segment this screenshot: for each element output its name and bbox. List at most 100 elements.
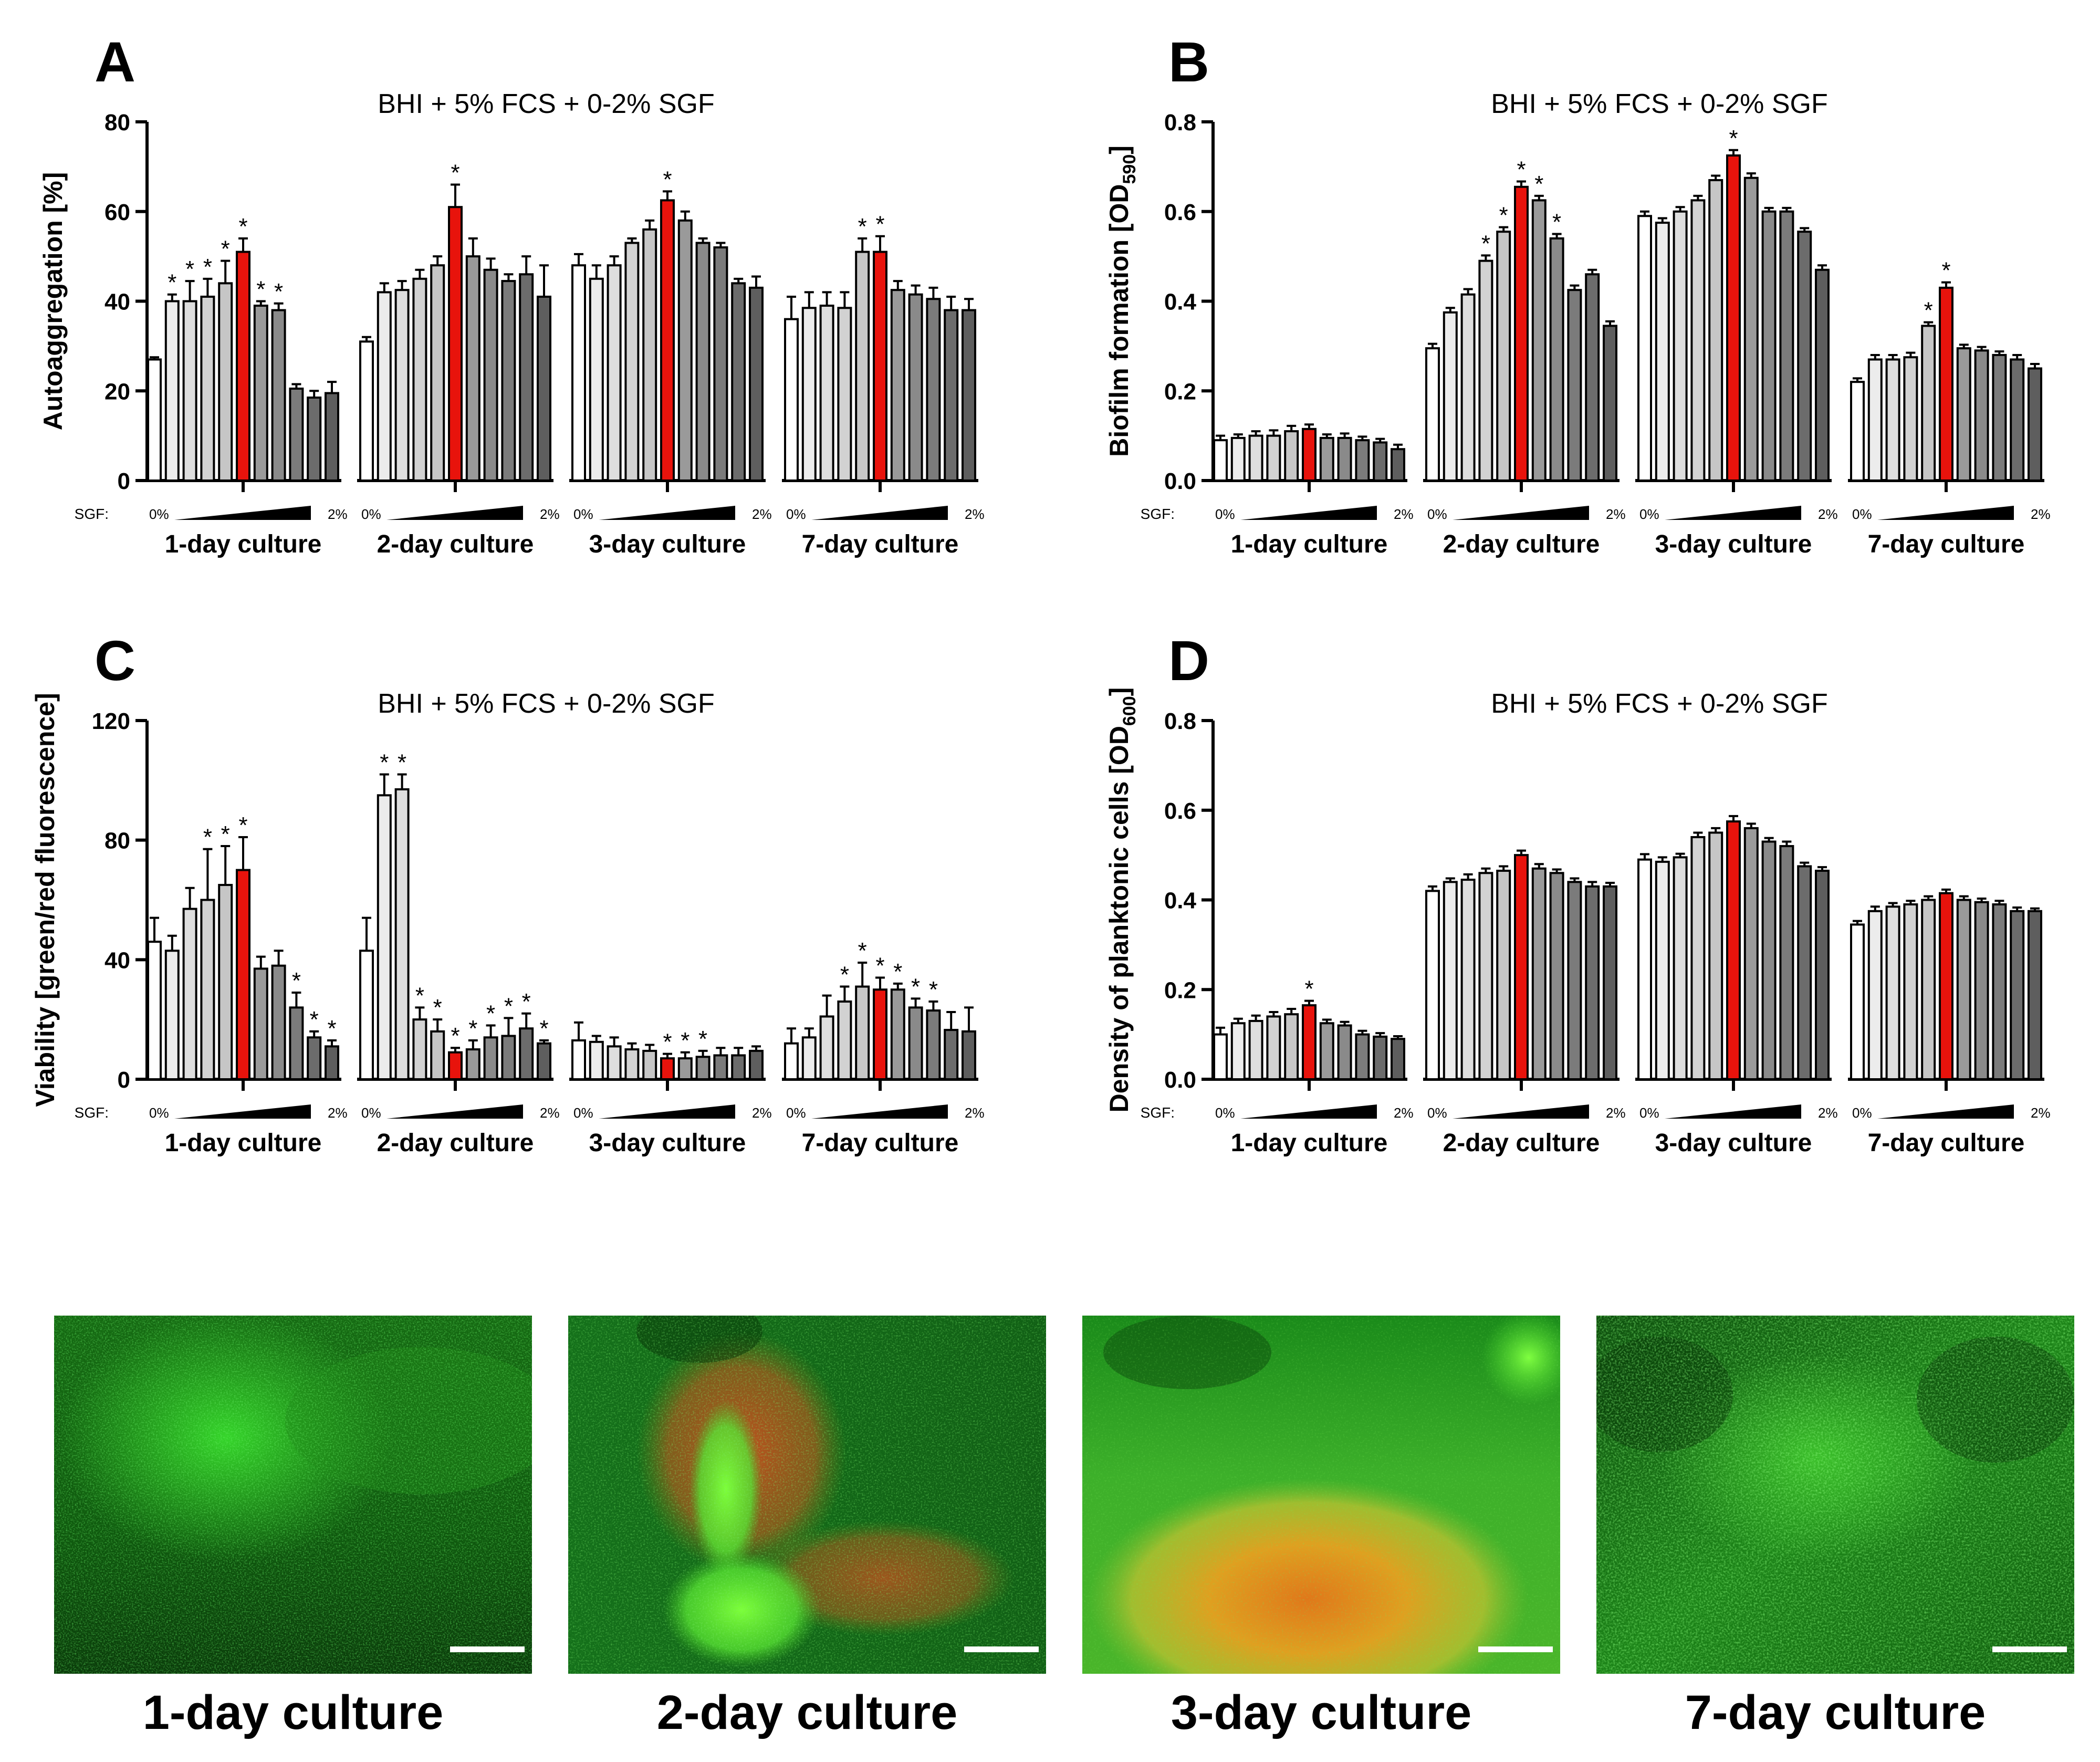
bar-C [271, 964, 286, 1081]
sgf-high-D: 2% [1606, 1105, 1626, 1121]
bar-D [1443, 881, 1458, 1080]
bar-B [1743, 176, 1759, 482]
bar-B [1302, 428, 1317, 482]
micrograph-caption-3-day: 3-day culture [1171, 1686, 1472, 1739]
bar-C [642, 1049, 657, 1081]
bar-D [1425, 890, 1440, 1081]
bar-B [1266, 434, 1281, 482]
bar-B [1496, 231, 1511, 482]
bar-C [448, 1051, 463, 1081]
significance-star-A: * [238, 214, 247, 239]
significance-star-A: * [256, 277, 265, 303]
bar-B [1974, 349, 1989, 482]
bar-C [944, 1029, 959, 1081]
bar-A [944, 309, 959, 482]
sgf-gradient-A [174, 506, 311, 520]
significance-star-C: * [327, 1016, 336, 1041]
bar-D [1637, 858, 1652, 1080]
bar-B [1478, 259, 1493, 482]
bar-B [1373, 441, 1388, 482]
sgf-label-D: SGF: [1141, 1104, 1175, 1121]
sgf-high-C: 2% [328, 1105, 348, 1121]
sgf-low-B: 0% [1215, 506, 1235, 522]
sgf-label-C: SGF: [75, 1104, 109, 1121]
significance-star-A: * [451, 160, 459, 186]
bar-B [1921, 325, 1936, 482]
bar-A [589, 277, 604, 482]
significance-star-C: * [468, 1016, 477, 1041]
bar-A [642, 228, 657, 482]
group-label-D: 7-day culture [1868, 1129, 2025, 1157]
bar-B [1603, 325, 1617, 482]
y-tick-label-C: 80 [105, 828, 130, 854]
panel-label-B: B [1168, 30, 1209, 93]
bar-B [1460, 293, 1476, 482]
bar-B [1850, 381, 1865, 482]
sgf-low-C: 0% [149, 1105, 169, 1121]
significance-star-B: * [1534, 171, 1543, 197]
bar-C [182, 908, 197, 1080]
bar-B [1355, 439, 1370, 482]
bar-C [713, 1054, 728, 1081]
bar-A [908, 293, 923, 482]
bar-B [1549, 237, 1564, 482]
significance-star-A: * [185, 256, 194, 282]
bar-D [1867, 910, 1883, 1080]
significance-star-D: * [1304, 976, 1313, 1002]
bar-A [182, 300, 197, 482]
bar-C [784, 1042, 799, 1080]
sgf-low-C: 0% [786, 1105, 806, 1121]
sgf-gradient-B [1240, 506, 1377, 520]
bar-C [289, 1006, 304, 1081]
group-label-C: 7-day culture [802, 1129, 959, 1157]
bar-A [571, 264, 586, 482]
scale-bar [964, 1646, 1039, 1652]
bar-B [1673, 210, 1688, 482]
bar-D [1726, 820, 1741, 1080]
significance-star-C: * [929, 977, 938, 1003]
bar-C [660, 1057, 675, 1080]
bar-B [1213, 439, 1228, 482]
sgf-low-D: 0% [1215, 1105, 1235, 1121]
bar-C [677, 1057, 693, 1080]
bar-A [377, 291, 392, 482]
bar-D [1903, 903, 1918, 1080]
bar-B [1567, 289, 1582, 482]
y-tick-label-C: 120 [92, 708, 130, 734]
bar-C [819, 1015, 834, 1080]
bar-D [1337, 1024, 1352, 1081]
bar-A [289, 387, 304, 482]
sgf-label-B: SGF: [1141, 506, 1175, 522]
bar-D [1230, 1022, 1246, 1080]
bar-D [2010, 910, 2025, 1080]
bar-A [412, 277, 427, 482]
bar-B [1992, 353, 2007, 482]
bar-B [1815, 268, 1830, 482]
bar-B [1939, 286, 1953, 482]
y-tick-label-C: 40 [105, 947, 130, 973]
micrograph-7-day [1596, 1316, 2074, 1674]
panel-label-D: D [1168, 629, 1209, 692]
bar-B [1248, 434, 1263, 482]
bar-C [483, 1036, 498, 1080]
group-label-A: 2-day culture [377, 530, 534, 558]
significance-star-C: * [292, 968, 301, 994]
bar-D [1743, 827, 1759, 1081]
sgf-gradient-D [1453, 1104, 1589, 1119]
bar-C [589, 1040, 604, 1080]
y-tick-label-A: 60 [105, 200, 130, 225]
bar-C [624, 1048, 640, 1081]
sgf-high-D: 2% [1818, 1105, 1838, 1121]
y-tick-label-D: 0.2 [1164, 977, 1196, 1003]
bar-A [325, 392, 339, 482]
sgf-high-D: 2% [1394, 1105, 1414, 1121]
bar-B [1319, 436, 1334, 482]
bar-A [784, 318, 799, 482]
sgf-gradient-A [811, 506, 948, 520]
sgf-gradient-D [1665, 1104, 1801, 1119]
bar-A [359, 340, 374, 482]
bar-B [1779, 210, 1794, 482]
scale-bar [1992, 1646, 2067, 1652]
bar-D [1815, 870, 1830, 1080]
bar-A [713, 246, 728, 482]
